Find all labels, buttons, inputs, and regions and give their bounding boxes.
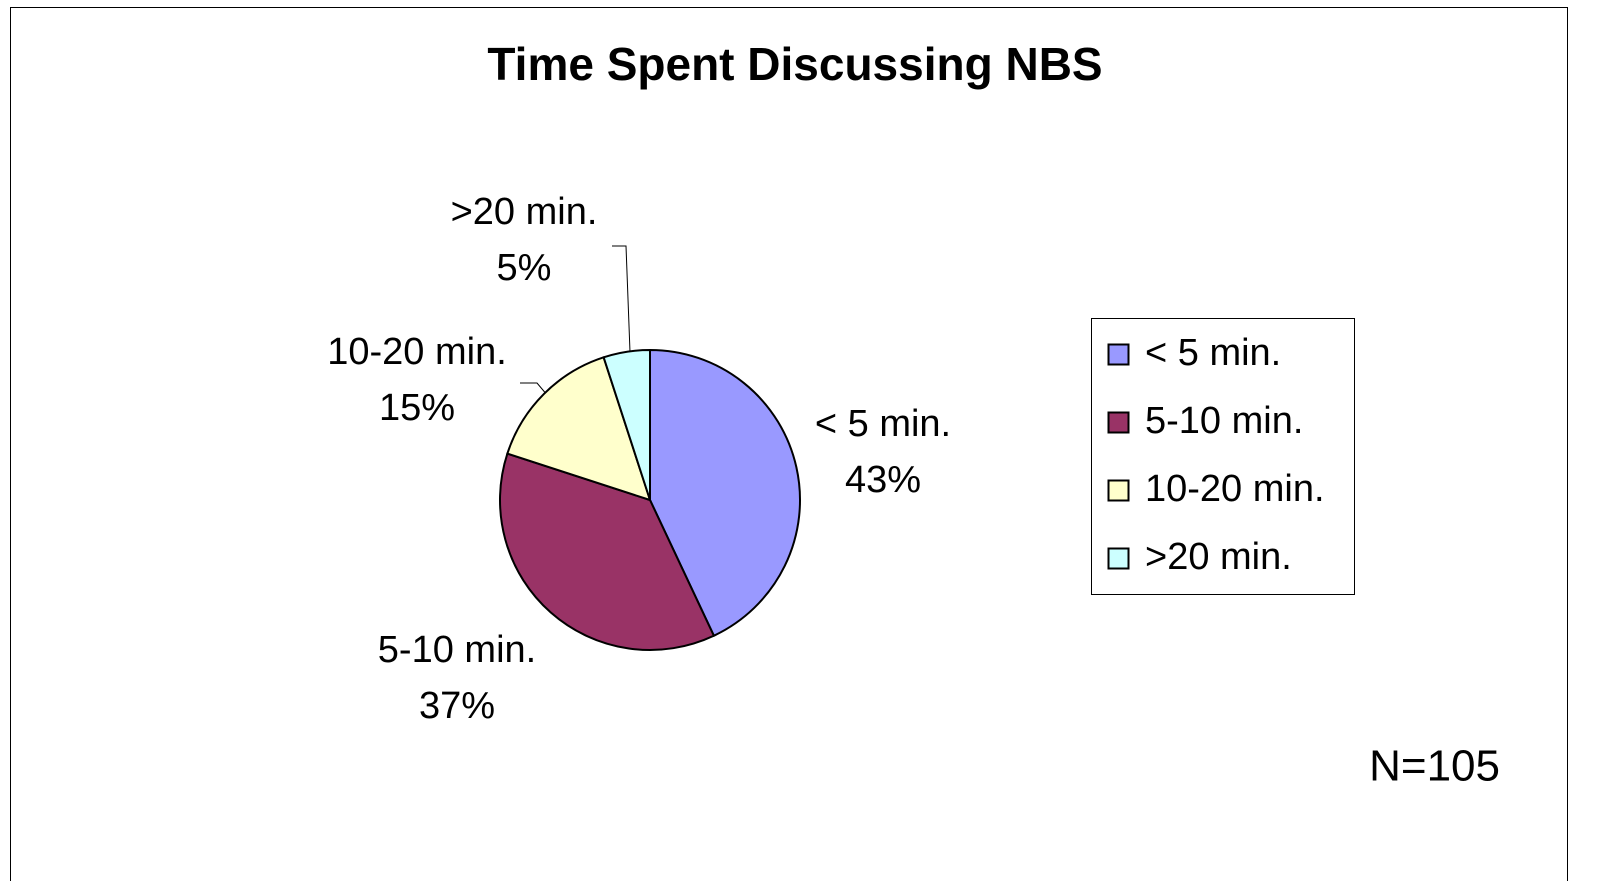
chart-title: Time Spent Discussing NBS (487, 38, 1102, 90)
pie-slice (602, 348, 651, 501)
legend-label: >20 min. (1145, 536, 1292, 578)
data-label-value: 37% (419, 685, 495, 727)
annotation: N=105 (1369, 742, 1500, 791)
chart-border (10, 7, 1568, 881)
legend-label: < 5 min. (1145, 332, 1281, 374)
legend-swatch (1107, 343, 1130, 366)
legend-box (1091, 318, 1355, 595)
legend-label: 10-20 min. (1145, 468, 1325, 510)
legend-swatch (1107, 547, 1130, 570)
data-label-category: 10-20 min. (327, 331, 507, 373)
data-label-value: 5% (497, 247, 552, 289)
legend-swatch (1107, 479, 1130, 502)
pie-slice (649, 348, 801, 638)
legend-label: 5-10 min. (1145, 400, 1303, 442)
leader-line (612, 245, 631, 353)
data-label-category: < 5 min. (815, 403, 951, 445)
data-label-value: 43% (845, 459, 921, 501)
leader-line (520, 382, 549, 397)
data-label-category: >20 min. (451, 191, 598, 233)
data-label-category: 5-10 min. (378, 629, 536, 671)
legend-swatch (1107, 411, 1130, 434)
data-label-value: 15% (379, 387, 455, 429)
pie-slice (499, 452, 716, 651)
